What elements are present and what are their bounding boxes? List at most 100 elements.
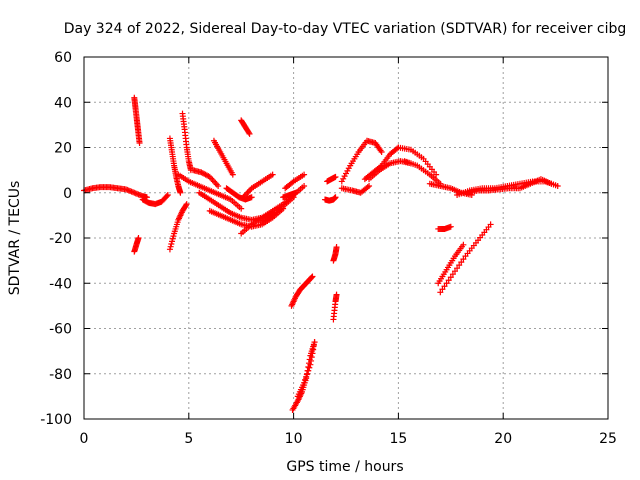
- data-point: [548, 180, 555, 187]
- data-point: [309, 350, 316, 357]
- y-tick-label: -20: [49, 231, 72, 247]
- series-pass-23: [322, 194, 339, 204]
- y-tick-label: -40: [49, 276, 72, 292]
- data-point: [366, 182, 373, 189]
- data-point: [170, 233, 177, 240]
- y-tick-labels: -100 -80 -60 -40 -20 0 20 40 60: [40, 50, 72, 428]
- data-point: [439, 286, 446, 293]
- data-point: [445, 277, 452, 284]
- series-pass-09: [189, 167, 222, 189]
- data-point: [345, 165, 352, 172]
- series-pass-07: [179, 110, 194, 174]
- data-point: [333, 244, 340, 251]
- series-pass-05: [166, 135, 184, 196]
- data-point: [245, 129, 252, 136]
- data-point: [310, 342, 317, 349]
- data-point: [306, 364, 313, 371]
- series-pass-17: [259, 194, 297, 226]
- x-tick-labels: 0 5 10 15 20 25: [80, 431, 617, 447]
- data-point: [332, 194, 339, 201]
- y-tick-label: -60: [49, 322, 72, 338]
- data-point: [307, 361, 314, 368]
- data-point: [487, 221, 494, 228]
- data-point: [447, 274, 454, 281]
- data-point: [364, 184, 371, 191]
- series-pass-15: [240, 171, 276, 201]
- data-point: [332, 173, 339, 180]
- data-point: [301, 182, 308, 189]
- series-pass-02: [131, 94, 143, 146]
- series-pass-20: [288, 273, 316, 309]
- series-pass-14: [223, 185, 255, 203]
- data-point: [304, 370, 311, 377]
- data-point: [433, 171, 440, 178]
- series-pass-35: [435, 241, 467, 287]
- chart-title: Day 324 of 2022, Sidereal Day-to-day VTE…: [64, 21, 627, 37]
- data-point: [238, 205, 245, 212]
- y-tick-label: 20: [54, 141, 72, 157]
- series-pass-08: [175, 171, 245, 212]
- data-point: [308, 354, 315, 361]
- series-pass-06: [166, 201, 190, 253]
- x-tick-label: 25: [599, 431, 617, 447]
- y-tick-label: -80: [49, 367, 72, 383]
- data-point: [164, 192, 171, 199]
- data-point: [449, 271, 456, 278]
- series-pass-01: [81, 184, 150, 201]
- data-point: [333, 291, 340, 298]
- data-point: [378, 149, 385, 156]
- data-point: [302, 376, 309, 383]
- data-point: [166, 246, 173, 253]
- data-point: [169, 235, 176, 242]
- data-point: [292, 189, 299, 196]
- data-point: [460, 256, 467, 263]
- series-pass-19: [280, 189, 299, 201]
- data-point: [305, 367, 312, 374]
- data-point: [456, 262, 463, 269]
- y-axis-label: SDTVAR / TECUs: [7, 181, 23, 296]
- data-point: [437, 289, 444, 296]
- data-point: [289, 179, 296, 186]
- data-point: [308, 357, 315, 364]
- data-point: [447, 223, 454, 230]
- data-point: [177, 189, 184, 196]
- data-points: [81, 94, 561, 413]
- data-point: [458, 259, 465, 266]
- data-point: [338, 178, 345, 185]
- series-pass-34: [435, 223, 454, 232]
- data-point: [229, 171, 236, 178]
- data-point: [309, 273, 316, 280]
- data-point: [183, 201, 190, 208]
- data-point: [168, 241, 175, 248]
- data-point: [344, 167, 351, 174]
- series-pass-18: [282, 171, 308, 192]
- x-tick-label: 5: [184, 431, 193, 447]
- series-pass-25: [330, 291, 340, 323]
- data-point: [341, 173, 348, 180]
- series-pass-38: [464, 176, 555, 196]
- data-point: [301, 171, 308, 178]
- data-point: [167, 243, 174, 250]
- series-pass-26: [330, 244, 340, 264]
- series-pass-28: [338, 182, 373, 196]
- data-point: [246, 130, 253, 137]
- y-tick-label: 0: [63, 186, 72, 202]
- data-point: [343, 170, 349, 177]
- grid-lines: [84, 57, 608, 419]
- y-tick-label: 60: [54, 50, 72, 66]
- data-point: [136, 139, 143, 146]
- x-axis-label: GPS time / hours: [286, 459, 403, 475]
- series-pass-24: [324, 173, 339, 185]
- data-point: [311, 339, 318, 346]
- y-tick-label: 40: [54, 95, 72, 111]
- data-point: [310, 346, 317, 353]
- data-point: [301, 379, 308, 386]
- series-pass-04: [139, 192, 171, 208]
- series-pass-22: [294, 339, 318, 400]
- series-pass-31: [395, 144, 440, 178]
- series-pass-13: [238, 117, 253, 137]
- data-point: [269, 171, 276, 178]
- data-point: [460, 241, 467, 248]
- x-tick-label: 10: [285, 431, 303, 447]
